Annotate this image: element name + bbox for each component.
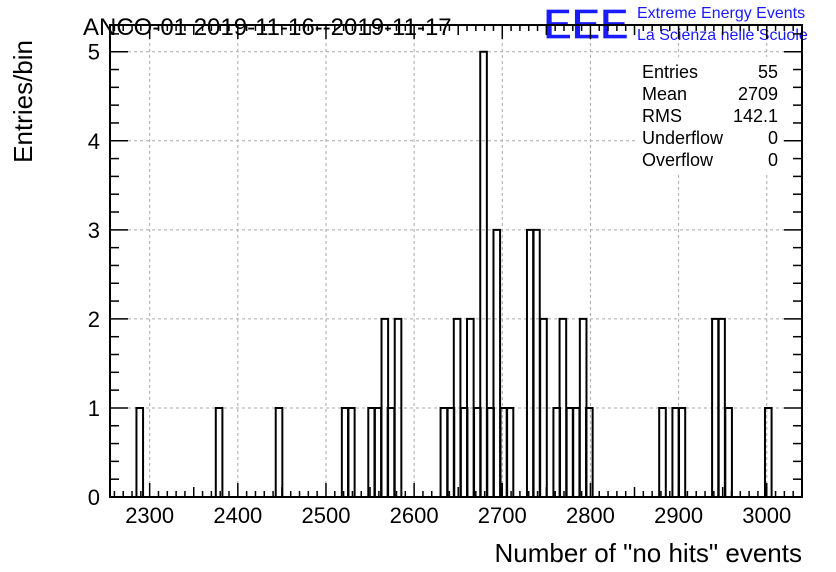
x-tick-label: 2400 bbox=[213, 503, 262, 528]
y-axis-label: Entries/bin bbox=[8, 40, 38, 163]
stats-rms-value: 142.1 bbox=[733, 106, 778, 126]
y-tick-label: 1 bbox=[88, 396, 100, 421]
y-tick-label: 3 bbox=[88, 218, 100, 243]
x-tick-label: 2300 bbox=[125, 503, 174, 528]
stats-entries-label: Entries bbox=[642, 62, 698, 82]
stats-box-bg bbox=[637, 57, 783, 175]
x-tick-label: 3000 bbox=[742, 503, 791, 528]
stats-mean-value: 2709 bbox=[738, 84, 778, 104]
x-tick-label: 2800 bbox=[566, 503, 615, 528]
stats-mean-label: Mean bbox=[642, 84, 687, 104]
chart-title: ANCO-01 2019-11-16--2019-11-17 bbox=[83, 14, 452, 41]
x-tick-label: 2700 bbox=[478, 503, 527, 528]
stats-overflow-value: 0 bbox=[768, 150, 778, 170]
y-tick-label: 2 bbox=[88, 307, 100, 332]
stats-underflow-label: Underflow bbox=[642, 128, 724, 148]
plot-area: 2300 2400 2500 2600 2700 2800 2900 3000 0 1 2 3 4 5 bbox=[88, 24, 803, 528]
x-tick-label: 2900 bbox=[654, 503, 703, 528]
plot-frame bbox=[109, 24, 803, 498]
stats-underflow-value: 0 bbox=[768, 128, 778, 148]
eee-logo-line2: La Scienza nelle Scuole bbox=[637, 27, 808, 44]
stats-overflow-label: Overflow bbox=[642, 150, 714, 170]
y-tick-label: 5 bbox=[88, 40, 100, 65]
y-tick-label: 4 bbox=[88, 129, 100, 154]
eee-logo-line1: Extreme Energy Events bbox=[637, 5, 805, 22]
x-tick-label: 2500 bbox=[301, 503, 350, 528]
x-tick-label: 2600 bbox=[390, 503, 439, 528]
x-axis-label: Number of "no hits" events bbox=[495, 538, 803, 568]
stats-entries-value: 55 bbox=[758, 62, 778, 82]
stats-box: Entries 55 Mean 2709 RMS 142.1 Underflow… bbox=[637, 57, 783, 175]
stats-rms-label: RMS bbox=[642, 106, 682, 126]
y-tick-label: 0 bbox=[88, 485, 100, 510]
